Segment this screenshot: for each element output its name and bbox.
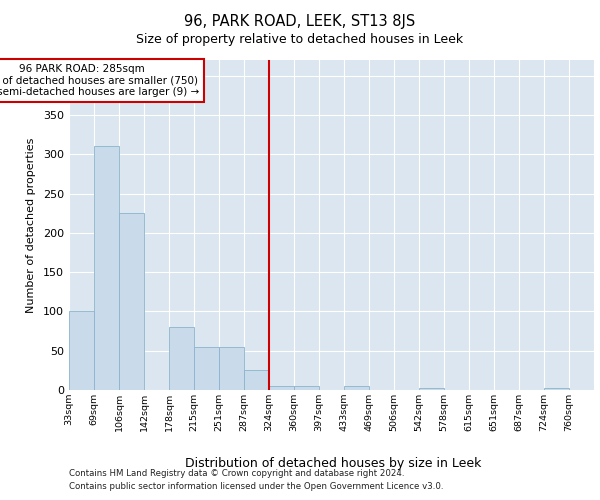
Bar [119,213,144,390]
Bar [194,347,219,390]
Bar [419,388,444,390]
Bar [169,327,194,390]
Text: 96 PARK ROAD: 285sqm
← 99% of detached houses are smaller (750)
1% of semi-detac: 96 PARK ROAD: 285sqm ← 99% of detached h… [0,64,199,97]
Bar [294,386,319,390]
Text: Contains HM Land Registry data © Crown copyright and database right 2024.: Contains HM Land Registry data © Crown c… [69,469,404,478]
Text: 96, PARK ROAD, LEEK, ST13 8JS: 96, PARK ROAD, LEEK, ST13 8JS [184,14,416,29]
Bar [69,312,94,390]
Text: Distribution of detached houses by size in Leek: Distribution of detached houses by size … [185,458,481,470]
Bar [544,388,569,390]
Bar [244,370,269,390]
Text: Contains public sector information licensed under the Open Government Licence v3: Contains public sector information licen… [69,482,443,491]
Bar [94,146,119,390]
Text: Size of property relative to detached houses in Leek: Size of property relative to detached ho… [136,32,464,46]
Bar [344,386,369,390]
Bar [219,347,244,390]
Bar [269,386,294,390]
Y-axis label: Number of detached properties: Number of detached properties [26,138,36,312]
